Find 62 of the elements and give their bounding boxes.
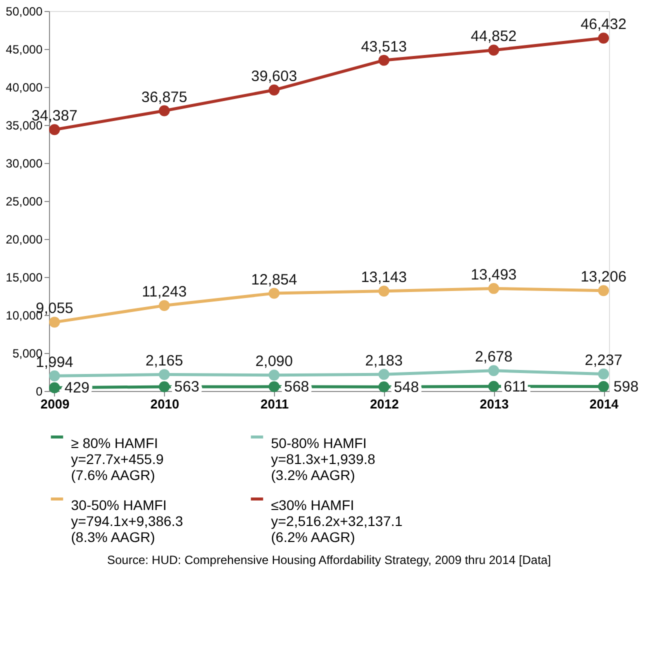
y-tick-label: 30,000: [6, 156, 43, 170]
point: [158, 105, 170, 116]
point: [158, 381, 170, 392]
legend-label: ≤30% HAMFI y=2,516.2x+32,137.1 (6.2% AAGR): [271, 497, 403, 545]
point: [488, 380, 500, 392]
x-tick-label: 2012: [370, 396, 399, 412]
x-tick-label: 2009: [40, 396, 70, 412]
point: [378, 368, 390, 380]
y-tick-label: 25,000: [6, 194, 43, 208]
legend-label: 50-80% HAMFI y=81.3x+1,939.8 (3.2% AAGR): [271, 435, 376, 483]
legend-label: ≥ 80% HAMFI y=27.7x+455.9 (7.6% AAGR): [71, 435, 164, 483]
data-label: 44,852: [470, 28, 517, 46]
y-tick-label: 40,000: [6, 80, 43, 94]
point: [49, 370, 60, 382]
y-tick-label: 20,000: [6, 232, 43, 246]
data-label: 36,875: [141, 88, 188, 106]
data-label: 2,237: [584, 352, 622, 369]
point: [488, 365, 500, 376]
point: [488, 282, 500, 294]
data-label: 429: [64, 380, 90, 397]
source-note: Source: HUD: Comprehensive Housing Affordability Strategy, 2009 thru 2014 [Data]: [107, 553, 551, 567]
point: [49, 382, 60, 394]
point: [488, 44, 500, 56]
data-label: 2,678: [474, 348, 512, 366]
point: [268, 381, 280, 392]
point: [49, 316, 60, 328]
point: [598, 368, 609, 380]
x-tick-label: 2013: [480, 396, 509, 412]
y-tick-label: 50,000: [6, 4, 43, 18]
point: [268, 84, 280, 96]
x-tick-label: 2014: [590, 396, 620, 412]
data-label: 11,243: [142, 284, 187, 301]
data-label: 2,165: [146, 352, 184, 370]
data-label: 13,493: [470, 266, 517, 284]
point: [378, 54, 390, 66]
data-label: 2,090: [255, 353, 293, 370]
x-tick-label: 2010: [150, 396, 180, 412]
data-label: 12,854: [251, 271, 298, 288]
y-tick-label: 0: [36, 384, 43, 398]
data-label: 39,603: [251, 68, 298, 86]
x-tick-label: 2011: [260, 396, 289, 412]
y-tick-label: 45,000: [6, 42, 43, 56]
point: [378, 381, 390, 392]
point: [268, 288, 280, 299]
point: [158, 369, 170, 380]
point: [598, 380, 609, 392]
point: [268, 370, 280, 381]
data-label: 13,143: [360, 269, 407, 286]
data-label: 598: [614, 378, 639, 396]
data-label: 43,513: [360, 38, 407, 56]
data-label: 2,183: [365, 352, 403, 370]
point: [158, 300, 170, 312]
data-label: 13,206: [580, 268, 626, 286]
point: [598, 32, 609, 44]
y-tick-label: 5,000: [12, 346, 43, 360]
point: [378, 286, 390, 297]
y-tick-label: 15,000: [6, 270, 43, 284]
point: [49, 124, 60, 136]
data-label: 563: [174, 378, 200, 396]
legend-label: 30-50% HAMFI y=794.1x+9,386.3 (8.3% AAGR): [71, 497, 184, 545]
data-label: 46,432: [580, 16, 626, 34]
point: [598, 285, 609, 296]
